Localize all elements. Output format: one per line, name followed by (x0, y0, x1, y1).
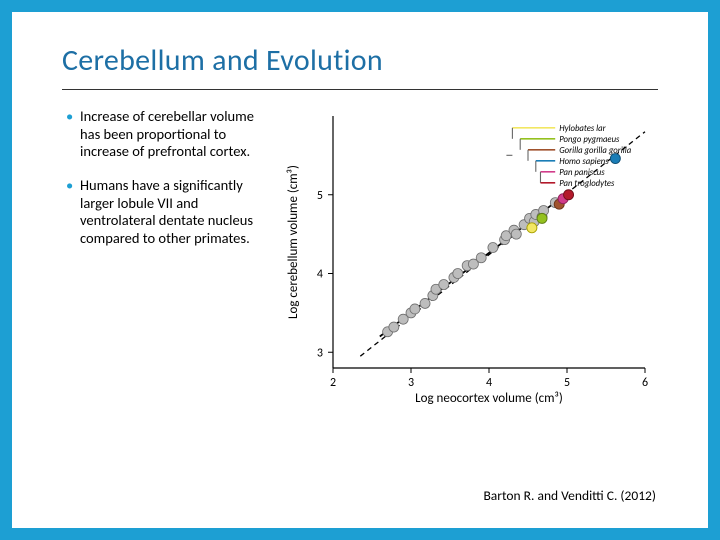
svg-text:3: 3 (317, 346, 323, 360)
svg-text:2: 2 (330, 376, 336, 390)
bullet-item: Humans have a significantly larger lobul… (70, 177, 271, 248)
svg-text:Log neocortex volume (cm³): Log neocortex volume (cm³) (415, 391, 563, 406)
svg-text:Pan troglodytes: Pan troglodytes (559, 179, 615, 189)
citation: Barton R. and Venditti C. (2012) (483, 487, 656, 504)
svg-text:4: 4 (486, 376, 492, 390)
slide-title: Cerebellum and Evolution (12, 12, 708, 79)
slide: Cerebellum and Evolution Increase of cer… (12, 12, 708, 528)
svg-text:Pan paniscus: Pan paniscus (559, 168, 605, 178)
svg-text:Gorilla gorilla gorilla: Gorilla gorilla gorilla (559, 146, 632, 156)
content-row: Increase of cerebellar volume has been p… (12, 90, 708, 410)
svg-text:6: 6 (642, 376, 648, 390)
chart-container: 23456345Log neocortex volume (cm³)Log ce… (277, 108, 653, 410)
svg-text:Homo sapiens: Homo sapiens (559, 157, 609, 167)
svg-text:3: 3 (408, 376, 414, 390)
svg-text:5: 5 (564, 376, 570, 390)
svg-text:5: 5 (317, 189, 323, 203)
svg-text:4: 4 (317, 268, 323, 282)
svg-text:Hylobates lar: Hylobates lar (559, 124, 606, 134)
svg-text:Pongo pygmaeus: Pongo pygmaeus (559, 135, 620, 145)
bullet-item: Increase of cerebellar volume has been p… (70, 108, 271, 161)
svg-text:Log cerebellum volume (cm³): Log cerebellum volume (cm³) (286, 165, 301, 319)
bullet-list: Increase of cerebellar volume has been p… (12, 108, 277, 410)
scatter-chart: 23456345Log neocortex volume (cm³)Log ce… (283, 110, 653, 410)
